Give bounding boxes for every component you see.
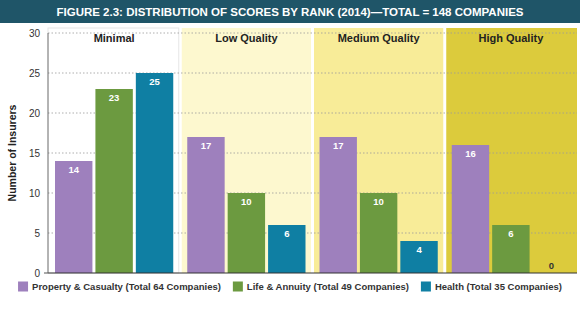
panel-background <box>446 28 577 273</box>
data-label: 16 <box>465 148 476 159</box>
y-axis-line <box>48 33 49 273</box>
category-label: High Quality <box>478 32 544 44</box>
bar <box>187 137 224 273</box>
grid-line <box>48 73 577 74</box>
bar <box>136 73 173 273</box>
bar <box>492 225 529 273</box>
bars-group <box>55 73 530 273</box>
data-label: 10 <box>373 196 384 207</box>
bar <box>320 137 357 273</box>
y-tick-label: 25 <box>29 68 41 79</box>
x-axis-line <box>48 273 577 274</box>
legend-label: Life & Annuity (Total 49 Companies) <box>247 281 409 292</box>
category-label: Low Quality <box>215 32 278 44</box>
panel-background <box>48 28 179 273</box>
bar <box>452 145 489 273</box>
legend-swatch <box>18 282 28 292</box>
data-label: 14 <box>68 164 79 175</box>
grid-line <box>48 33 577 34</box>
legend-label: Property & Casualty (Total 64 Companies) <box>32 281 221 292</box>
bar <box>228 193 265 273</box>
bar <box>400 241 437 273</box>
data-label: 6 <box>508 228 513 239</box>
legend-swatch <box>421 282 431 292</box>
category-label: Minimal <box>94 32 135 44</box>
data-label: 17 <box>201 140 212 151</box>
y-tick-label: 0 <box>34 268 40 279</box>
bar <box>268 225 305 273</box>
y-tick-label: 20 <box>29 108 41 119</box>
tick-mark <box>44 273 48 274</box>
data-label: 10 <box>241 196 252 207</box>
data-label: 4 <box>416 244 422 255</box>
title-banner <box>0 0 580 23</box>
bar <box>55 161 92 273</box>
legend-label: Health (Total 35 Companies) <box>435 281 562 292</box>
data-label: 25 <box>149 76 160 87</box>
category-label: Medium Quality <box>338 32 421 44</box>
chart-container: FIGURE 2.3: DISTRIBUTION OF SCORES BY RA… <box>0 0 580 313</box>
y-tick-label: 5 <box>34 228 40 239</box>
data-label: 6 <box>284 228 289 239</box>
y-axis-label: Number of Insurers <box>6 104 18 201</box>
legend: Property & Casualty (Total 64 Companies)… <box>18 281 562 292</box>
y-tick-label: 15 <box>29 148 41 159</box>
legend-swatch <box>233 282 243 292</box>
bar <box>360 193 397 273</box>
y-tick-label: 10 <box>29 188 41 199</box>
data-label: 0 <box>549 260 554 271</box>
data-label: 23 <box>109 92 120 103</box>
data-label: 17 <box>333 140 344 151</box>
bar <box>95 89 132 273</box>
panel-background <box>314 28 443 273</box>
panel-background <box>182 28 311 273</box>
title: FIGURE 2.3: DISTRIBUTION OF SCORES BY RA… <box>56 6 523 18</box>
y-tick-label: 30 <box>29 28 41 39</box>
chart-svg: FIGURE 2.3: DISTRIBUTION OF SCORES BY RA… <box>0 0 580 313</box>
data-labels-group: 14 17 17 16 23 10 10 6 25 6 4 0 <box>68 76 554 271</box>
